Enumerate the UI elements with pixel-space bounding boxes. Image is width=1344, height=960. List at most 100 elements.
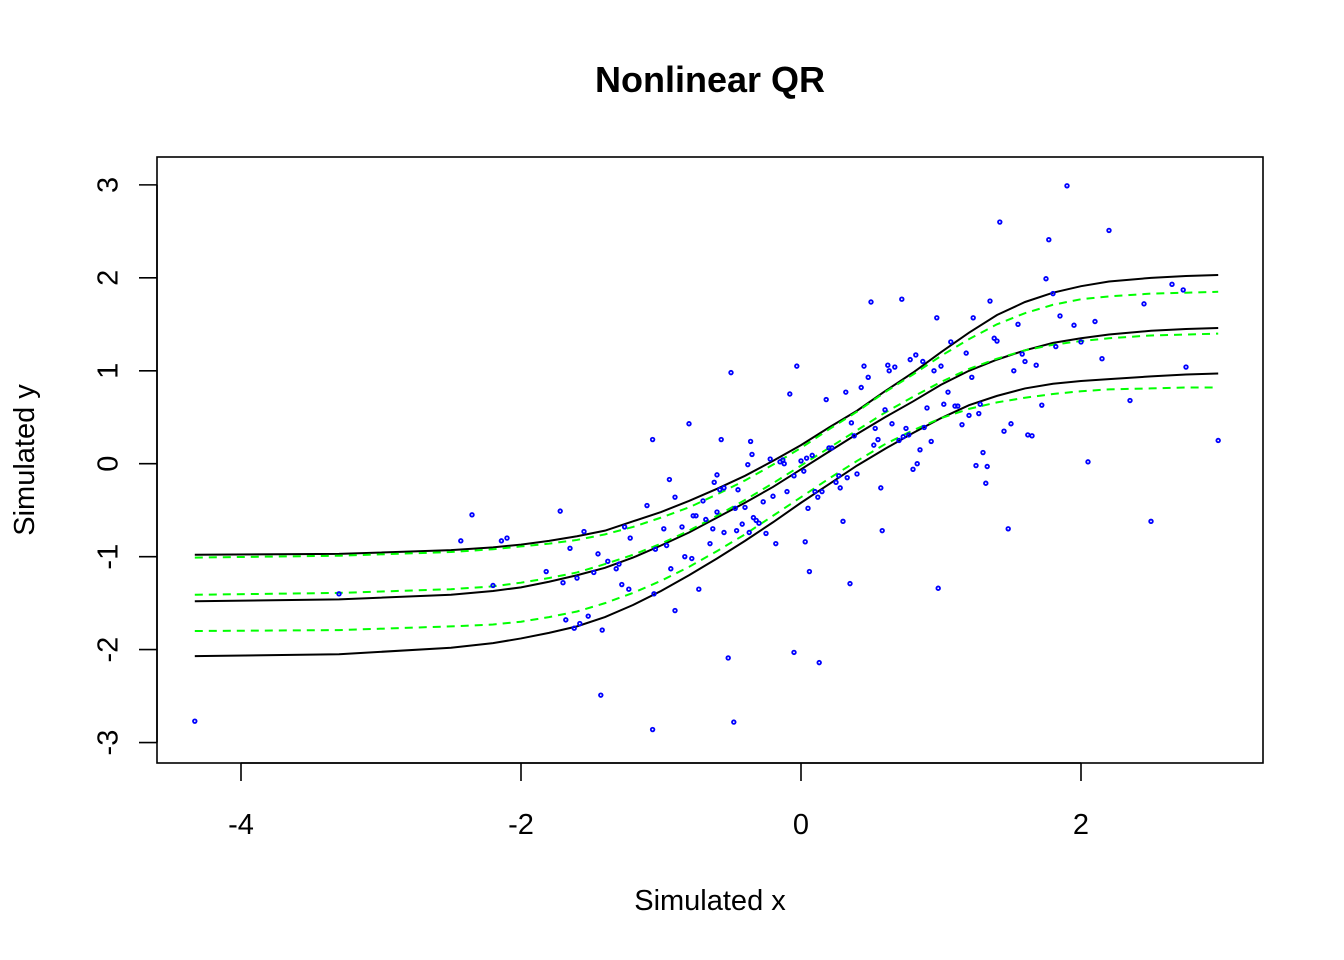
- data-point: [1039, 402, 1045, 408]
- data-point: [991, 335, 997, 341]
- data-point: [1180, 287, 1186, 293]
- data-point: [626, 586, 632, 592]
- data-point: [621, 524, 628, 530]
- data-point: [781, 461, 787, 467]
- data-point: [1029, 433, 1035, 439]
- data-point: [595, 551, 601, 557]
- data-point: [714, 509, 720, 515]
- data-point: [900, 434, 906, 440]
- data-point: [847, 580, 853, 587]
- data-point: [1183, 364, 1189, 370]
- data-point: [791, 649, 797, 656]
- data-point: [567, 545, 573, 551]
- data-point: [854, 471, 860, 477]
- data-point: [746, 529, 752, 536]
- data-point: [913, 352, 919, 358]
- data-point: [934, 315, 940, 321]
- data-point: [721, 485, 727, 491]
- data-point: [878, 485, 884, 491]
- data-point: [829, 445, 835, 451]
- series-line-3: [194, 372, 1219, 658]
- data-point: [1022, 358, 1028, 365]
- data-point: [833, 479, 839, 486]
- series-line-6: [194, 386, 1219, 633]
- x-tick-label: -2: [508, 809, 534, 841]
- data-point: [742, 504, 748, 511]
- data-point: [823, 396, 829, 403]
- series-line-4: [194, 290, 1219, 559]
- data-point: [616, 561, 622, 567]
- data-point: [787, 391, 793, 397]
- data-point: [1046, 237, 1052, 243]
- data-point: [879, 527, 885, 534]
- data-point: [458, 538, 464, 544]
- data-point: [984, 463, 990, 470]
- data-point: [892, 364, 898, 370]
- data-point: [543, 568, 549, 575]
- data-point: [577, 620, 583, 627]
- x-tick-label: 2: [1073, 809, 1089, 841]
- data-point: [920, 358, 926, 365]
- x-axis-title: Simulated x: [634, 885, 786, 917]
- y-tick-label: -2: [93, 637, 125, 663]
- data-point: [997, 219, 1003, 225]
- data-point: [563, 617, 569, 623]
- data-point: [843, 389, 849, 395]
- data-point: [661, 526, 667, 532]
- data-point: [805, 505, 811, 512]
- chart-title: Nonlinear QR: [595, 59, 825, 100]
- plot-area: [156, 156, 1264, 764]
- data-point: [1215, 437, 1221, 444]
- data-point: [959, 421, 965, 428]
- data-point: [865, 374, 871, 380]
- data-point: [591, 569, 597, 576]
- data-point: [872, 425, 878, 432]
- data-point: [987, 298, 993, 304]
- data-point: [696, 586, 702, 592]
- data-point: [760, 499, 766, 505]
- data-point: [945, 389, 951, 395]
- y-tick-label: 3: [93, 177, 125, 193]
- data-point: [938, 363, 944, 369]
- data-point: [910, 466, 916, 472]
- data-point: [1008, 421, 1014, 427]
- data-point: [731, 719, 737, 725]
- data-point: [1033, 362, 1039, 368]
- data-point: [693, 513, 699, 519]
- data-point: [1019, 351, 1025, 357]
- data-point: [1064, 183, 1070, 189]
- data-point: [809, 452, 815, 459]
- data-point: [689, 555, 695, 562]
- data-point: [703, 516, 709, 523]
- data-point: [599, 627, 605, 633]
- data-point: [815, 494, 821, 500]
- data-point: [858, 384, 864, 391]
- data-point: [976, 410, 982, 417]
- data-point: [806, 568, 813, 575]
- data-point: [1053, 343, 1059, 350]
- data-point: [970, 315, 976, 321]
- data-point: [721, 529, 727, 536]
- data-point: [651, 591, 657, 597]
- data-point: [469, 512, 475, 518]
- data-point: [889, 421, 895, 427]
- data-point: [875, 436, 881, 443]
- data-point: [848, 420, 855, 426]
- y-tick-label: 1: [93, 363, 125, 379]
- data-point: [498, 538, 505, 544]
- data-point: [1085, 459, 1091, 465]
- data-point: [749, 451, 755, 458]
- data-point: [871, 442, 877, 448]
- data-point: [955, 403, 961, 409]
- data-point: [798, 458, 804, 464]
- data-point: [753, 517, 759, 524]
- data-point: [770, 493, 776, 499]
- data-point: [973, 462, 979, 469]
- data-point: [1099, 355, 1105, 362]
- data-point: [980, 449, 986, 456]
- data-point: [571, 625, 577, 631]
- data-point: [914, 461, 920, 467]
- data-point: [1169, 281, 1175, 288]
- x-axis: -4 -2 0 2: [228, 762, 1089, 841]
- data-point: [963, 350, 969, 356]
